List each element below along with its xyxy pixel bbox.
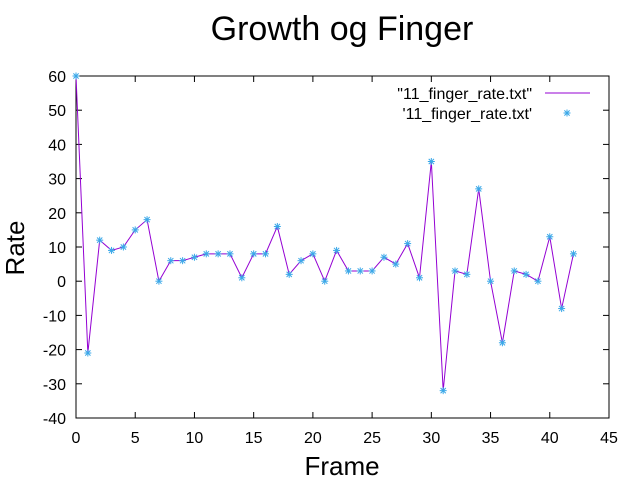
y-tick-label: 40 (48, 137, 66, 154)
y-tick-label: -40 (43, 411, 66, 428)
data-point (155, 277, 163, 285)
data-point (143, 216, 151, 224)
data-point (427, 158, 435, 165)
x-tick-label: 30 (422, 430, 440, 447)
data-point (202, 250, 210, 258)
data-point (392, 260, 400, 268)
x-axis-label: Frame (304, 451, 379, 480)
legend: "11_finger_rate.txt" '11_finger_rate.txt… (397, 86, 590, 123)
data-point (451, 267, 459, 275)
data-point (321, 277, 329, 285)
data-point (510, 267, 518, 275)
data-point (190, 253, 198, 261)
y-tick-label: -20 (43, 343, 66, 360)
data-point (285, 270, 293, 278)
data-point (475, 185, 483, 193)
data-point (108, 246, 116, 254)
x-tick-label: 5 (131, 430, 140, 447)
series-layer (72, 72, 577, 395)
y-tick-label: -10 (43, 308, 66, 325)
data-point (96, 236, 104, 244)
data-point (487, 277, 495, 285)
x-tick-label: 45 (600, 430, 618, 447)
chart-title: Growth og Finger (211, 10, 474, 48)
data-point (131, 226, 139, 234)
series-line (75, 75, 574, 391)
data-point (569, 250, 577, 258)
legend-label-points: '11_finger_rate.txt' (403, 106, 532, 123)
data-point (119, 243, 127, 251)
data-point (522, 270, 530, 278)
x-tick-label: 40 (541, 430, 559, 447)
x-tick-label: 35 (482, 430, 500, 447)
x-tick-label: 20 (304, 430, 322, 447)
plot-frame (75, 75, 610, 419)
data-point (344, 267, 352, 275)
data-point (380, 253, 388, 261)
data-point (262, 250, 270, 258)
data-point (167, 257, 175, 265)
y-tick-label: 20 (48, 206, 66, 223)
data-point (415, 274, 423, 282)
data-point (297, 257, 305, 265)
data-point (546, 233, 554, 241)
data-point (404, 240, 412, 248)
y-tick-label: 60 (48, 69, 66, 86)
x-tick-label: 15 (245, 430, 263, 447)
data-point (558, 305, 566, 313)
data-point (214, 250, 222, 258)
legend-label-line: "11_finger_rate.txt" (397, 86, 532, 103)
data-point (273, 222, 281, 230)
legend-star-icon (563, 109, 571, 117)
data-point (356, 267, 364, 275)
axis-ticks: 0 5 10 15 20 25 30 35 40 45 -40 -30 -20 -10 0 10 20 30 40 5… (43, 69, 618, 447)
data-point (238, 274, 246, 282)
data-point (72, 72, 80, 80)
data-point (439, 387, 447, 395)
legend-point-sample (563, 109, 571, 117)
data-point (368, 267, 376, 275)
data-point (333, 246, 341, 254)
data-point (498, 339, 506, 347)
data-point (309, 250, 317, 258)
y-axis-label: Rate (0, 221, 30, 276)
y-tick-label: 50 (48, 103, 66, 120)
data-point (226, 250, 234, 258)
x-tick-label: 0 (72, 430, 81, 447)
data-point (534, 277, 542, 285)
data-point (179, 257, 187, 265)
data-point (84, 349, 92, 357)
data-point (463, 270, 471, 278)
y-tick-label: 0 (57, 274, 66, 291)
y-tick-label: 30 (48, 172, 66, 189)
x-tick-label: 10 (186, 430, 204, 447)
y-tick-label: 10 (48, 240, 66, 257)
y-tick-label: -30 (43, 377, 66, 394)
data-point (250, 250, 258, 258)
x-tick-label: 25 (363, 430, 381, 447)
